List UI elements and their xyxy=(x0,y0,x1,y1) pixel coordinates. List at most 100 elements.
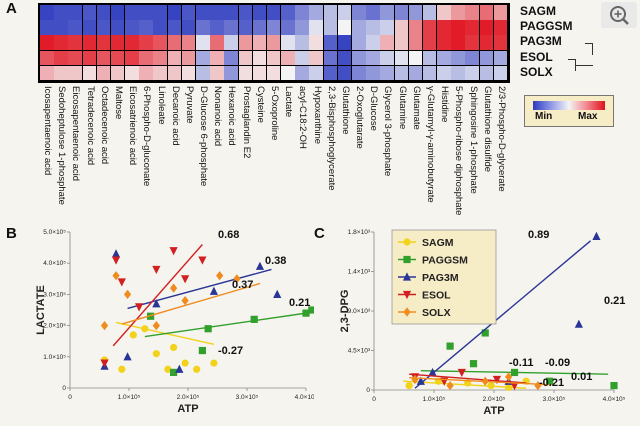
series-group xyxy=(100,249,282,373)
data-point xyxy=(457,368,466,378)
heatmap-cell xyxy=(337,65,352,81)
heatmap-cell xyxy=(40,5,54,20)
series-group xyxy=(420,329,618,390)
y-axis-label: LACTATE xyxy=(35,285,47,335)
y-tick-label: 1.8×10³ xyxy=(348,229,371,236)
heatmap-cell xyxy=(238,35,253,50)
heatmap-cell xyxy=(408,65,423,81)
trend-line xyxy=(420,369,609,375)
panel-a-letter: A xyxy=(6,0,17,17)
heatmap-column-label: Glutamine xyxy=(396,86,408,130)
heatmap-cell xyxy=(366,50,380,66)
heatmap-column-label: D-Glucose 6-phosphate xyxy=(198,86,210,187)
heatmap-cell xyxy=(40,65,54,81)
data-point xyxy=(198,256,207,265)
heatmap-cell xyxy=(252,65,267,81)
heatmap-cell xyxy=(281,35,295,50)
data-point xyxy=(273,289,282,298)
heatmap-cell xyxy=(68,35,82,50)
heatmap-cell xyxy=(337,35,352,50)
heatmap-cell xyxy=(40,35,54,50)
heatmap-column-label: Octadecenoic acid xyxy=(98,86,110,165)
data-point xyxy=(574,319,583,328)
heatmap-cell xyxy=(40,20,54,35)
heatmap-cell xyxy=(110,35,125,50)
data-point xyxy=(181,275,190,284)
heatmap-cell xyxy=(422,50,437,66)
dendrogram-line xyxy=(575,65,593,66)
heatmap-column-label: Decanoic acid xyxy=(169,86,181,146)
heatmap-cell xyxy=(96,5,111,20)
trend-line xyxy=(409,373,527,384)
y-tick-label: 4.5×10³ xyxy=(348,348,371,355)
heatmap-cell xyxy=(465,50,480,66)
heatmap-column-label: Eicosatrienoic acid xyxy=(127,86,139,166)
heatmap-cell xyxy=(96,35,111,50)
legend-swatch-marker xyxy=(403,238,411,246)
x-axis-label: ATP xyxy=(483,405,504,417)
legend-entry-label: PAG3M xyxy=(422,272,459,284)
data-point xyxy=(546,377,554,385)
heatmap-cell xyxy=(125,65,139,81)
data-point xyxy=(123,352,132,361)
data-point xyxy=(170,368,178,376)
heatmap-cell xyxy=(196,50,210,66)
heatmap-cell xyxy=(224,20,238,35)
data-point xyxy=(123,289,132,299)
legend-swatch-marker xyxy=(402,290,412,300)
heatmap-cell xyxy=(479,5,494,20)
zoom-in-icon[interactable] xyxy=(601,2,637,28)
heatmap-cell xyxy=(451,65,465,81)
heatmap-cell xyxy=(210,35,224,50)
heatmap-cell xyxy=(337,5,352,20)
data-point xyxy=(164,365,172,373)
heatmap-cell xyxy=(281,5,295,20)
heatmap-column-label: acyl-C18:2-OH xyxy=(297,86,309,149)
heatmap-cell xyxy=(224,5,238,20)
heatmap-column-label: 2-Oxoglutarate xyxy=(354,86,366,149)
heatmap-cell xyxy=(394,65,409,81)
heatmap-cell xyxy=(54,20,68,35)
heatmap-cell xyxy=(451,50,465,66)
heatmap-cell xyxy=(238,65,253,81)
data-point xyxy=(152,265,161,275)
heatmap-cell xyxy=(352,20,366,35)
correlation-label: -0.11 xyxy=(509,357,533,369)
heatmap-cell xyxy=(125,5,139,20)
heatmap-cell xyxy=(224,50,238,66)
heatmap-cell xyxy=(281,50,295,66)
x-tick-label: 1.0×10⁵ xyxy=(423,396,446,403)
heatmap-cell xyxy=(380,20,394,35)
heatmap-cell xyxy=(238,50,253,66)
data-point xyxy=(100,359,109,368)
heatmap-cell xyxy=(422,5,437,20)
heatmap-cell xyxy=(408,20,423,35)
legend-swatch-marker xyxy=(402,272,412,281)
heatmap-cell xyxy=(323,35,338,50)
heatmap-cell xyxy=(352,35,366,50)
heatmap-cell xyxy=(153,65,168,81)
heatmap-cell xyxy=(181,5,196,20)
heatmap-column-label: Nonanoic acid xyxy=(212,86,224,147)
heatmap-cell xyxy=(408,50,423,66)
heatmap-cell xyxy=(110,5,125,20)
data-point xyxy=(302,309,310,317)
heatmap-cell xyxy=(266,20,281,35)
heatmap-cell xyxy=(110,50,125,66)
heatmap-cell xyxy=(110,65,125,81)
heatmap-cell xyxy=(252,35,267,50)
heatmap-cell xyxy=(181,50,196,66)
heatmap-cell xyxy=(68,65,82,81)
heatmap-row-label: SOLX xyxy=(520,64,553,79)
heatmap-cell xyxy=(139,5,153,20)
correlation-label: 0.38 xyxy=(265,255,286,267)
heatmap xyxy=(38,3,510,83)
heatmap-cell xyxy=(139,65,153,81)
data-point xyxy=(170,283,178,293)
x-tick-label: 0 xyxy=(372,396,376,403)
heatmap-column-label: Glutamate xyxy=(410,86,422,130)
heatmap-cell xyxy=(167,65,182,81)
data-point xyxy=(416,376,425,385)
heatmap-row-label: ESOL xyxy=(520,49,553,64)
heatmap-cell xyxy=(252,50,267,66)
